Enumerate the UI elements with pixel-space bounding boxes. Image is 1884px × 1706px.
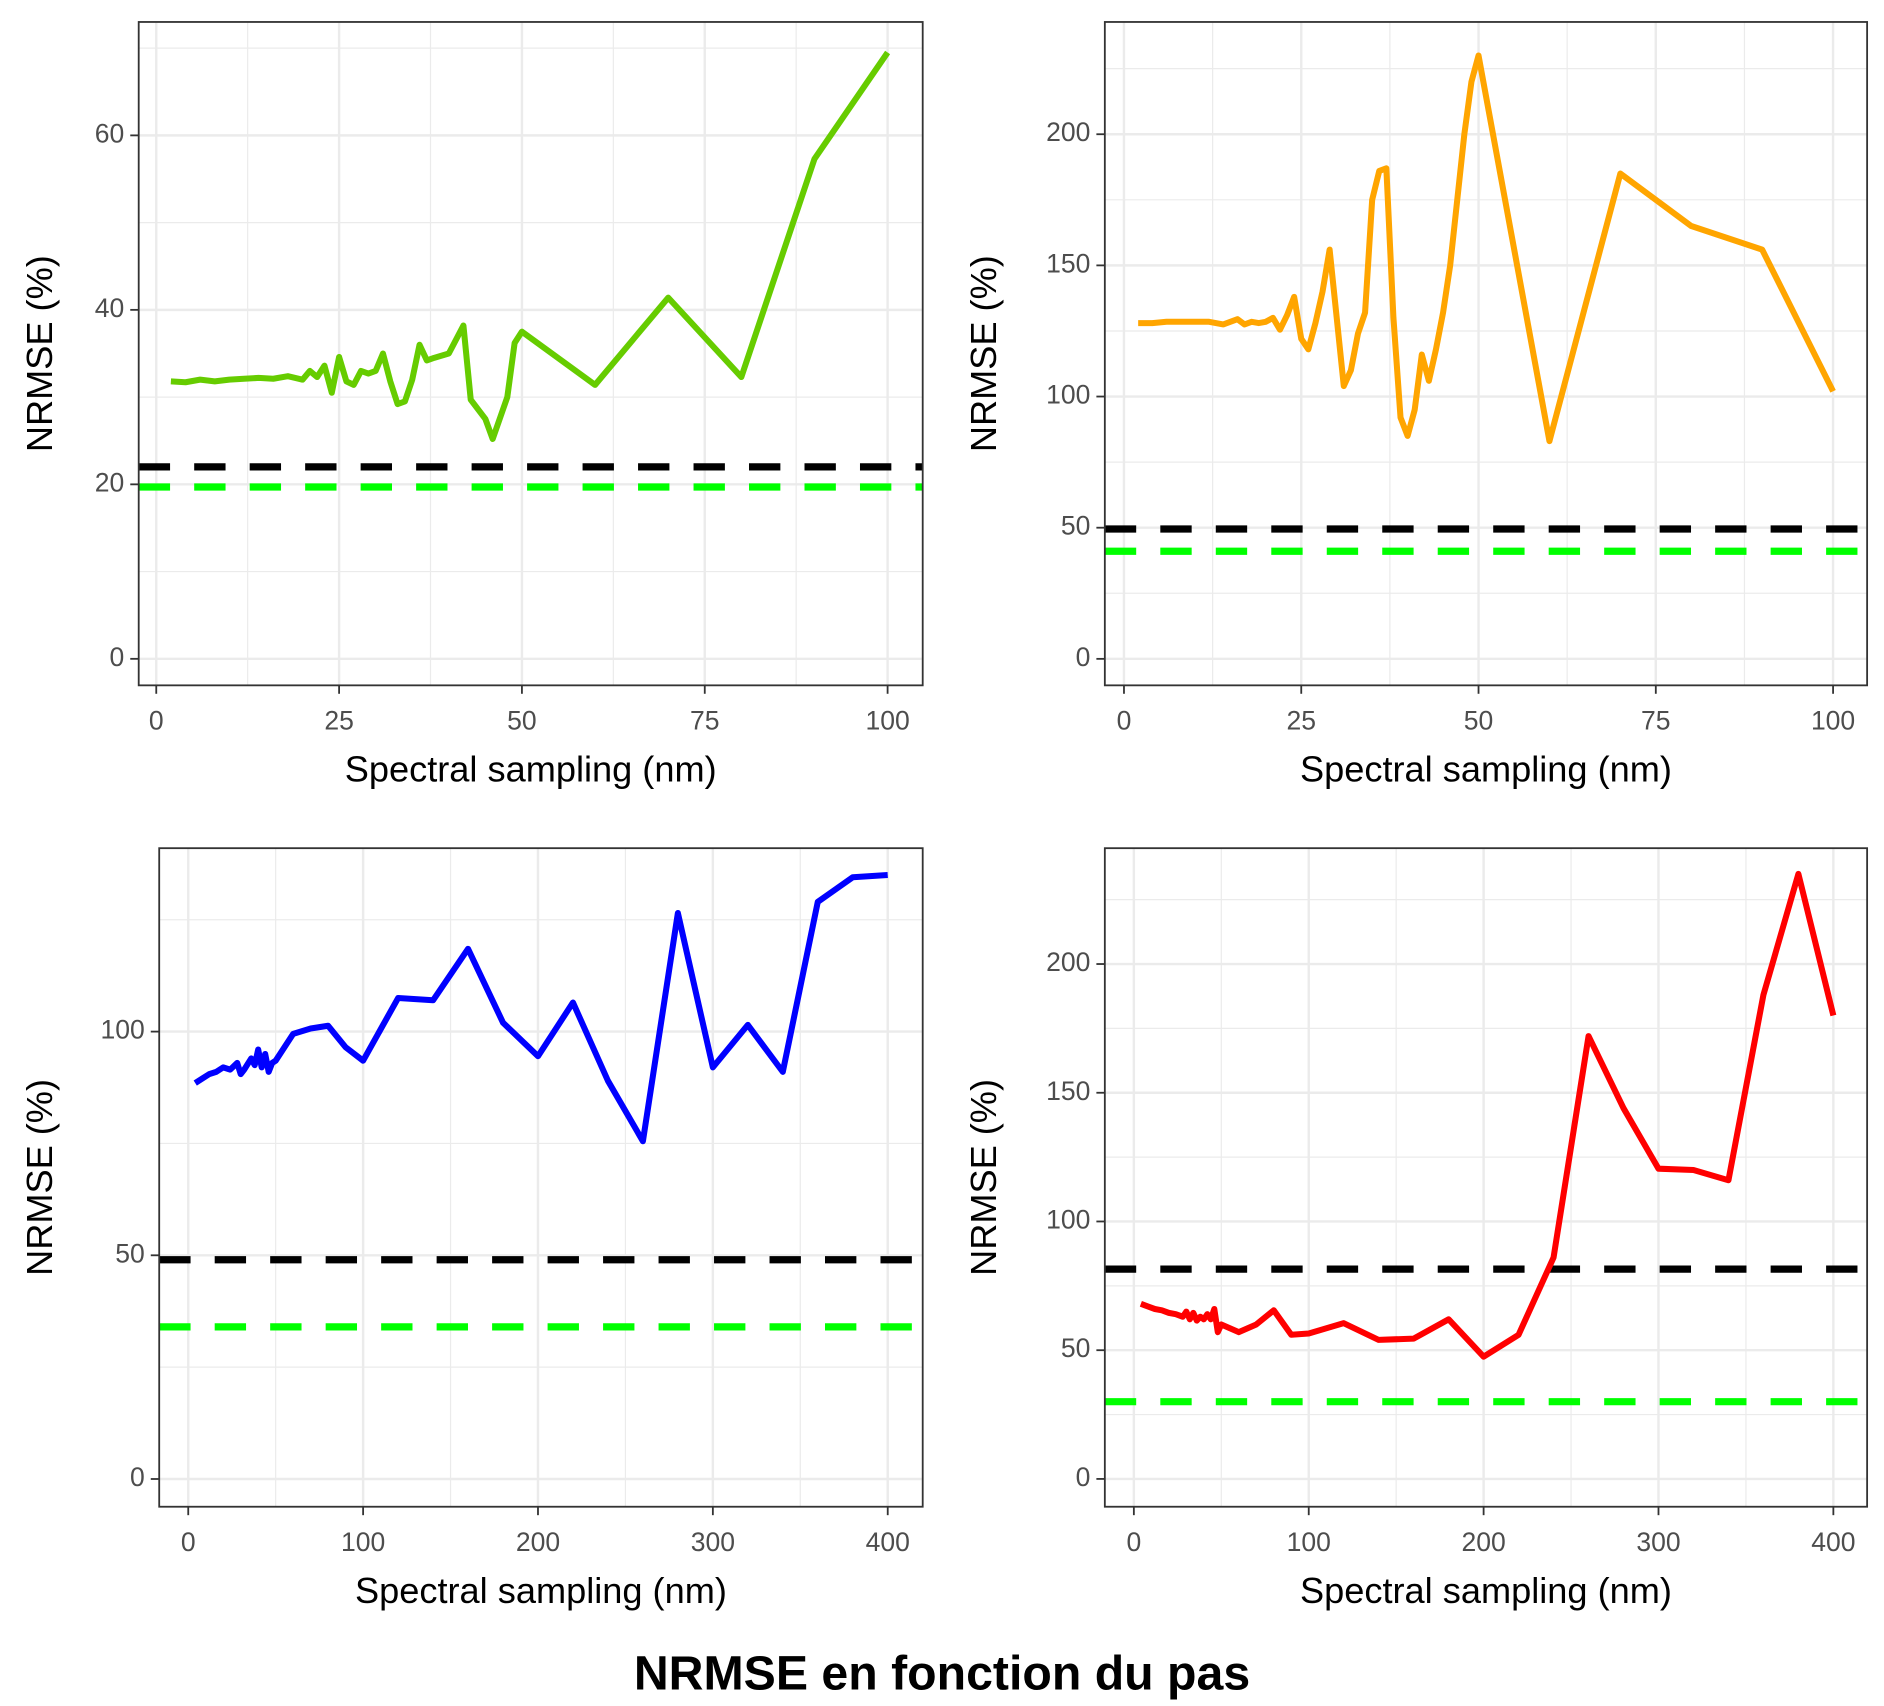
x-tick-label: 100 [1287, 1527, 1331, 1557]
x-tick-label: 0 [149, 706, 164, 736]
x-tick-label: 0 [1117, 706, 1132, 736]
y-tick-label: 50 [115, 1238, 145, 1268]
x-tick-label: 100 [865, 706, 909, 736]
y-tick-label: 60 [95, 118, 125, 148]
x-tick-label: 50 [507, 706, 537, 736]
x-tick-label: 75 [690, 706, 720, 736]
x-axis-title: Spectral sampling (nm) [1300, 749, 1672, 790]
y-tick-label: 0 [1076, 642, 1091, 672]
x-tick-label: 0 [1126, 1527, 1141, 1557]
plot-area [1104, 21, 1868, 686]
y-tick-label: 200 [1046, 947, 1090, 977]
x-tick-label: 400 [866, 1527, 910, 1557]
x-tick-label: 300 [691, 1527, 735, 1557]
x-tick-label: 200 [1461, 1527, 1505, 1557]
x-tick-label: 100 [1811, 706, 1855, 736]
panel: 0 25 50 75 100 0 20 40 60 Spectral sampling (nm) N… [19, 21, 924, 790]
x-tick-label: 300 [1636, 1527, 1680, 1557]
y-tick-label: 50 [1061, 511, 1091, 541]
y-axis-title: NRMSE (%) [19, 1079, 60, 1276]
x-tick-label: 400 [1811, 1527, 1855, 1557]
x-tick-label: 200 [516, 1527, 560, 1557]
y-tick-label: 100 [100, 1015, 144, 1045]
y-tick-label: 40 [95, 293, 125, 323]
x-axis-title: Spectral sampling (nm) [1300, 1570, 1672, 1611]
y-tick-label: 50 [1061, 1333, 1091, 1363]
y-axis-title: NRMSE (%) [963, 1079, 1004, 1276]
y-tick-label: 100 [1046, 1204, 1090, 1234]
plot-area [159, 848, 923, 1507]
panel: 0 25 50 75 100 0 50 100 150 200 Spectral sampling … [963, 21, 1869, 790]
x-tick-label: 75 [1641, 706, 1671, 736]
x-axis-title: Spectral sampling (nm) [345, 749, 717, 790]
y-tick-label: 0 [109, 642, 124, 672]
x-tick-label: 25 [1287, 706, 1317, 736]
data-line [1139, 870, 1837, 1360]
panel: 0 100 200 300 400 0 50 100 150 200 Spectral sampli… [963, 847, 1869, 1611]
plot-area [138, 21, 923, 686]
figure-title: NRMSE en fonction du pas [634, 1647, 1250, 1701]
panel-border [1103, 21, 1869, 687]
data-line [193, 872, 888, 1145]
y-tick-label: 150 [1046, 248, 1090, 278]
y-tick-label: 150 [1046, 1076, 1090, 1106]
y-axis-title: NRMSE (%) [19, 255, 60, 452]
y-tick-label: 0 [1076, 1462, 1091, 1492]
y-axis-title: NRMSE (%) [963, 255, 1004, 452]
data-line [170, 50, 891, 442]
panel-border [137, 21, 924, 687]
panel-border [158, 847, 924, 1508]
y-tick-label: 200 [1046, 117, 1090, 147]
y-tick-label: 0 [130, 1462, 145, 1492]
x-tick-label: 100 [341, 1527, 385, 1557]
x-tick-label: 25 [324, 706, 354, 736]
y-tick-label: 20 [95, 467, 125, 497]
data-line [1138, 52, 1836, 445]
x-tick-label: 50 [1464, 706, 1493, 736]
plot-area [1104, 848, 1868, 1507]
x-tick-label: 0 [181, 1527, 196, 1557]
x-axis-title: Spectral sampling (nm) [355, 1570, 727, 1611]
y-tick-label: 100 [1046, 380, 1090, 410]
panel-border [1103, 847, 1869, 1508]
panel: 0 100 200 300 400 0 50 100 Spectral sampling (nm… [19, 847, 924, 1611]
